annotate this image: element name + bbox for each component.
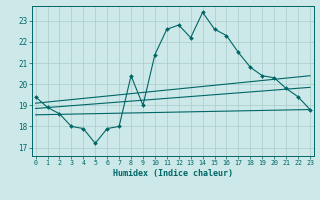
X-axis label: Humidex (Indice chaleur): Humidex (Indice chaleur) — [113, 169, 233, 178]
